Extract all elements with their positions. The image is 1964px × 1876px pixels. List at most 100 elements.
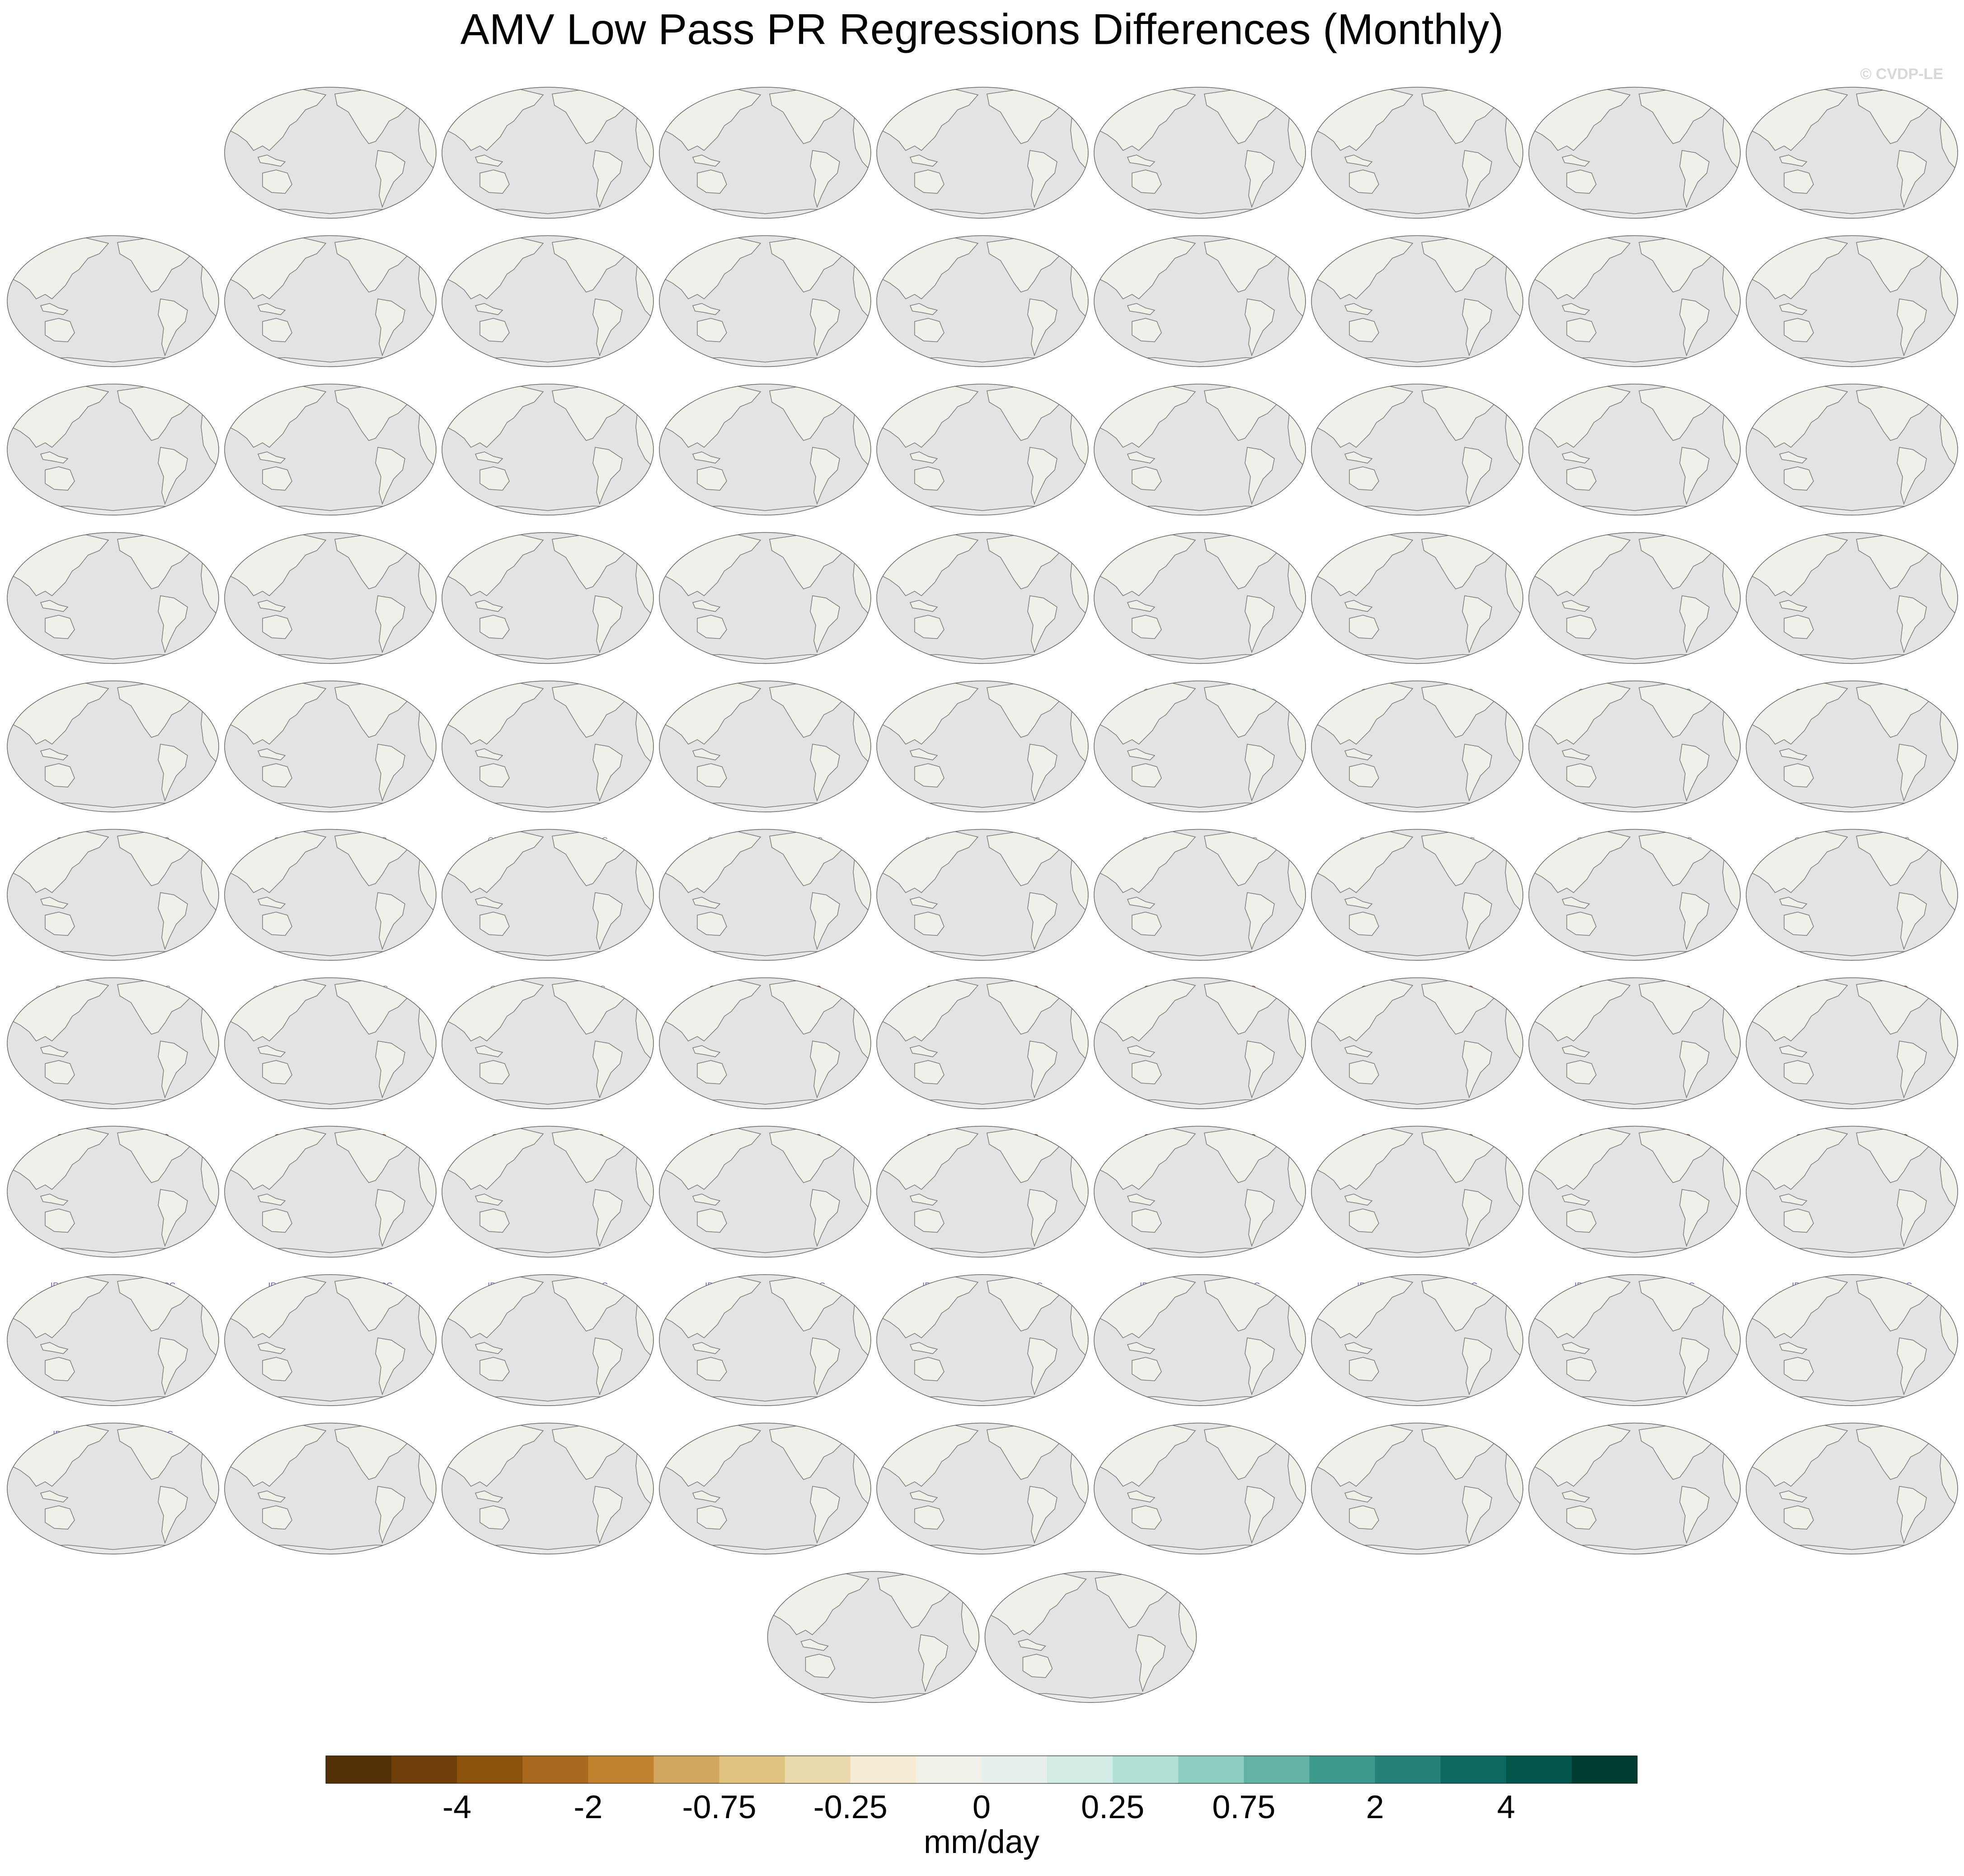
map bbox=[659, 384, 871, 516]
map bbox=[7, 532, 219, 664]
map bbox=[876, 384, 1089, 516]
colorbar-tick-label: 0 bbox=[973, 1789, 991, 1825]
map bbox=[1746, 235, 1958, 367]
map bbox=[767, 1571, 980, 1703]
map bbox=[876, 977, 1089, 1109]
map-border bbox=[224, 680, 437, 812]
map-border bbox=[224, 235, 437, 367]
map bbox=[442, 1422, 654, 1555]
map bbox=[1311, 680, 1523, 812]
map bbox=[1746, 532, 1958, 664]
colorbar-box bbox=[1244, 1756, 1310, 1783]
map-border bbox=[1311, 532, 1523, 664]
map bbox=[7, 1126, 219, 1258]
map-panel: CanESM5 r9i1p1f1-GPCC bbox=[659, 532, 871, 664]
colorbar-tick-label: 0.25 bbox=[1081, 1789, 1144, 1825]
map-panel: CESM2-SF AAER #12-GPCC bbox=[1528, 680, 1741, 812]
map-border bbox=[1528, 87, 1741, 219]
colorbar-tick-label: -0.25 bbox=[813, 1789, 888, 1825]
map bbox=[984, 1571, 1197, 1703]
map-panel: CanESM5 r13i1p2f1-GPCC bbox=[7, 235, 219, 367]
map bbox=[659, 977, 871, 1109]
colorbar-box bbox=[522, 1756, 588, 1783]
map-border bbox=[1311, 680, 1523, 812]
map bbox=[659, 829, 871, 961]
map-panel: MIROC6 r7i1p1f1-GPCC bbox=[1746, 1422, 1958, 1555]
map bbox=[7, 384, 219, 516]
map-border bbox=[224, 977, 437, 1109]
colorbar-tick-label: 4 bbox=[1497, 1789, 1515, 1825]
map bbox=[1094, 1126, 1306, 1258]
map-panel: CanESM5 r10i1p2f1-GPCC bbox=[659, 87, 871, 219]
map bbox=[442, 1126, 654, 1258]
map bbox=[224, 1422, 437, 1555]
map-panel: CESM2-SF AAER #11-GPCC bbox=[1311, 680, 1523, 812]
colorbar-box bbox=[1309, 1756, 1376, 1783]
map-panel: CanESM5 r3i1p1f1-GPCC bbox=[7, 384, 219, 516]
map bbox=[876, 87, 1089, 219]
map-border bbox=[1528, 680, 1741, 812]
map-panel: CanESM5 r11i1p2f1-GPCC bbox=[1094, 87, 1306, 219]
map bbox=[1311, 532, 1523, 664]
map bbox=[1094, 1422, 1306, 1555]
colorbar-box bbox=[1178, 1756, 1244, 1783]
map-border bbox=[7, 680, 219, 812]
map-border bbox=[1528, 1274, 1741, 1406]
colorbar-tick-label: -4 bbox=[442, 1789, 471, 1825]
map-border bbox=[1746, 235, 1958, 367]
map-border bbox=[876, 87, 1089, 219]
colorbar-tick-label: -0.75 bbox=[682, 1789, 756, 1825]
map-panel: MIROC6 r9i1p1f1-GPCC bbox=[984, 1571, 1197, 1703]
map bbox=[1311, 829, 1523, 961]
map-panel: GISS-E2-1-G r1i1p3f1-GPCC bbox=[1094, 977, 1306, 1109]
map-panel: CanESM5 r8i1p2f1-GPCC bbox=[442, 532, 654, 664]
map bbox=[1094, 1274, 1306, 1406]
map-panel: CESM2-SF AAER #5-GPCC bbox=[7, 680, 219, 812]
map-panel: CNRM-CM6-1 r7i1p1f2-GPCC bbox=[7, 977, 219, 1109]
map-panel: MIROC6 r10i1p1f1-GPCC bbox=[224, 1422, 437, 1555]
map-panel: CanESM5 r13i1p1f1-GPCC bbox=[1746, 87, 1958, 219]
map-panel: IPSL-CM6A-LR r6i1p1f1-GPCC bbox=[1311, 1274, 1523, 1406]
map-border bbox=[224, 532, 437, 664]
map-border bbox=[1746, 532, 1958, 664]
map-panel: MIROC6 r2i1p1f1-GPCC bbox=[659, 1422, 871, 1555]
map bbox=[1746, 87, 1958, 219]
map bbox=[224, 235, 437, 367]
map-border bbox=[1311, 235, 1523, 367]
map-panel: CESM2-SF AAER #10-GPCC bbox=[1094, 680, 1306, 812]
map-panel: CESM2-SF AAER #8-GPCC bbox=[659, 680, 871, 812]
colorbar-box bbox=[588, 1756, 654, 1783]
map-border bbox=[442, 532, 654, 664]
map-border bbox=[1528, 977, 1741, 1109]
map bbox=[659, 680, 871, 812]
map-panel: CESM2-SF AAER #1-GPCC bbox=[1094, 532, 1306, 664]
map-border bbox=[1094, 87, 1306, 219]
map bbox=[1746, 977, 1958, 1109]
colorbar-box bbox=[1440, 1756, 1507, 1783]
map-panel: MIROC6 r4i1p1f1-GPCC bbox=[1094, 1422, 1306, 1555]
map bbox=[1528, 87, 1741, 219]
map-border bbox=[659, 532, 871, 664]
map-panel: CanESM5 r12i1p1f1-GPCC bbox=[1311, 87, 1523, 219]
map-panel: GISS-E2-1-G r2i1p3f1-GPCC bbox=[1746, 977, 1958, 1109]
map-border bbox=[1311, 977, 1523, 1109]
colorbar-tick-label: 0.75 bbox=[1212, 1789, 1275, 1825]
map bbox=[659, 235, 871, 367]
map-panel: CanESM5 r2i1p2f1-GPCC bbox=[1746, 235, 1958, 367]
map-border bbox=[442, 384, 654, 516]
map-panel: CanESM5 r7i1p2f1-GPCC bbox=[7, 532, 219, 664]
map-panel: CanESM5 r14i1p2f1-GPCC bbox=[442, 235, 654, 367]
map bbox=[876, 235, 1089, 367]
map-panel: CanESM5 r2i1p1f1-GPCC bbox=[1528, 235, 1741, 367]
map-panel: IPSL-CM6A-LR r3i1p1f1-GPCC bbox=[659, 1274, 871, 1406]
map-border bbox=[659, 977, 871, 1109]
colorbar-box bbox=[719, 1756, 785, 1783]
colorbar-box bbox=[785, 1756, 851, 1783]
map-border bbox=[876, 384, 1089, 516]
map-panel: CNRM-CM6-1 r3i1p1f2-GPCC bbox=[1094, 829, 1306, 961]
map-panel: MIROC6 r8i1p1f1-GPCC bbox=[767, 1571, 980, 1703]
map-panel: CESM2-SF AAER #9-GPCC bbox=[876, 680, 1089, 812]
colorbar-tick-label: 2 bbox=[1366, 1789, 1384, 1825]
map-panel: MIROC6 r3i1p1f1-GPCC bbox=[876, 1422, 1089, 1555]
